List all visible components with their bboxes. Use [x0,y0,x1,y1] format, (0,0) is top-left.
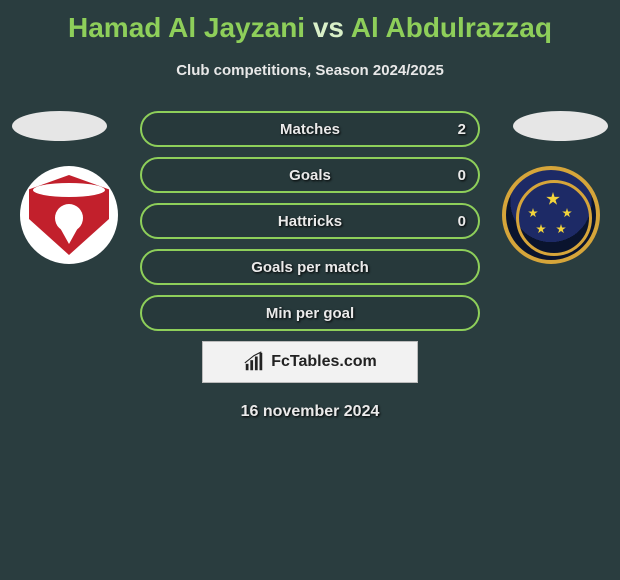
stat-right-value: 2 [458,121,466,138]
stat-label: Goals per match [251,259,369,276]
right-team-badge [502,166,600,264]
content-area: Matches 2 Goals 0 Hattricks 0 Goals per … [0,111,620,421]
page-title: Hamad Al Jayzani vs Al Abdulrazzaq [0,0,620,44]
bar-chart-icon [243,351,265,373]
left-team-badge [20,166,118,264]
star-icon [562,208,572,218]
stat-label: Min per goal [266,305,354,322]
right-side-ellipse [513,111,608,141]
left-crest-outer [20,166,118,264]
stat-label: Hattricks [278,213,342,230]
left-crest-shield [29,175,109,255]
right-crest-outer [502,166,600,264]
left-crest-figure [55,204,83,232]
star-icon [556,224,566,234]
stats-rows: Matches 2 Goals 0 Hattricks 0 Goals per … [140,111,480,331]
star-icon [546,192,560,206]
right-crest-stars [526,190,576,240]
player1-name: Hamad Al Jayzani [68,12,305,43]
stat-right-value: 0 [458,167,466,184]
star-icon [536,224,546,234]
star-icon [528,208,538,218]
vs-word: vs [313,12,344,43]
left-side-ellipse [12,111,107,141]
date-text: 16 november 2024 [0,403,620,421]
stat-row: Matches 2 [140,111,480,147]
stat-row: Goals 0 [140,157,480,193]
stat-row: Goals per match [140,249,480,285]
stat-row: Hattricks 0 [140,203,480,239]
brand-box: FcTables.com [202,341,418,383]
stat-row: Min per goal [140,295,480,331]
stat-label: Matches [280,121,340,138]
stat-right-value: 0 [458,213,466,230]
stat-label: Goals [289,167,331,184]
brand-text: FcTables.com [271,353,377,371]
player2-name: Al Abdulrazzaq [351,12,552,43]
subtitle: Club competitions, Season 2024/2025 [0,62,620,79]
